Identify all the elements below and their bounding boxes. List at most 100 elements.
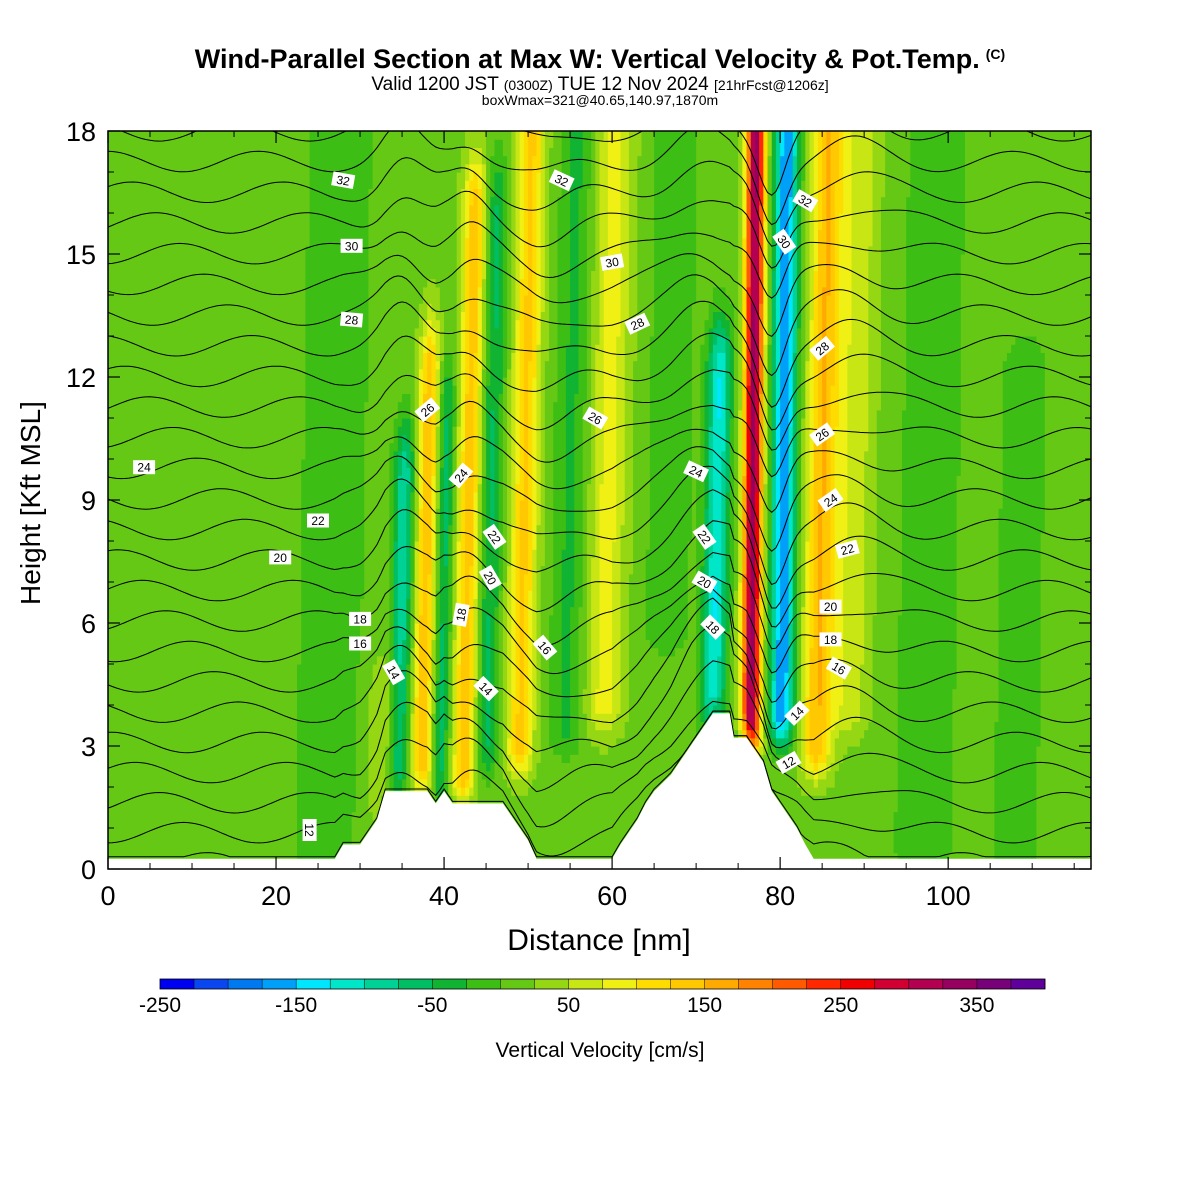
w-cell [112, 557, 117, 566]
w-cell [150, 361, 155, 370]
w-cell [137, 262, 142, 271]
w-cell [133, 607, 138, 616]
w-cell [150, 180, 155, 189]
w-cell [154, 771, 159, 780]
w-cell [133, 238, 138, 247]
w-cell [175, 779, 180, 788]
w-cell [167, 270, 172, 279]
w-cell [112, 303, 117, 312]
w-cell [167, 623, 172, 632]
w-cell [163, 410, 168, 419]
w-cell [137, 410, 142, 419]
w-cell [146, 279, 151, 288]
w-cell [175, 664, 180, 673]
w-cell [175, 598, 180, 607]
w-cell [142, 434, 147, 443]
w-cell [163, 492, 168, 501]
w-cell [158, 131, 163, 140]
w-cell [150, 492, 155, 501]
w-cell [167, 221, 172, 230]
w-cell [121, 484, 126, 493]
w-cell [112, 656, 117, 665]
w-cell [158, 418, 163, 427]
w-cell [154, 295, 159, 304]
w-cell [150, 131, 155, 140]
w-cell [158, 713, 163, 722]
w-cell [125, 254, 130, 263]
w-cell [146, 566, 151, 575]
w-cell [167, 656, 172, 665]
w-cell [129, 262, 134, 271]
w-cell [137, 680, 142, 689]
w-cell [129, 311, 134, 320]
w-cell [133, 705, 138, 714]
w-cell [146, 451, 151, 460]
w-cell [137, 582, 142, 591]
w-cell [163, 205, 168, 214]
w-cell [129, 721, 134, 730]
w-cell [116, 787, 121, 796]
w-cell [163, 131, 168, 140]
w-cell [116, 246, 121, 255]
w-cell [133, 598, 138, 607]
w-cell [150, 516, 155, 525]
w-cell [112, 705, 117, 714]
w-cell [146, 303, 151, 312]
w-cell [125, 402, 130, 411]
w-cell [171, 229, 176, 238]
w-cell [129, 557, 134, 566]
w-cell [125, 844, 130, 853]
w-cell [112, 508, 117, 517]
w-cell [175, 516, 180, 525]
w-cell [129, 697, 134, 706]
w-cell [121, 754, 126, 763]
w-cell [146, 730, 151, 739]
w-cell [150, 820, 155, 829]
w-cell [163, 713, 168, 722]
w-cell [125, 352, 130, 361]
w-cell [129, 402, 134, 411]
w-cell [146, 410, 151, 419]
w-cell [158, 328, 163, 337]
w-cell [125, 533, 130, 542]
w-cell [167, 484, 172, 493]
w-cell [146, 197, 151, 206]
w-cell [125, 721, 130, 730]
w-cell [116, 836, 121, 845]
w-cell [158, 779, 163, 788]
w-cell [129, 508, 134, 517]
w-cell [163, 844, 168, 853]
w-cell [146, 188, 151, 197]
w-cell [163, 533, 168, 542]
w-cell [112, 746, 117, 755]
w-cell [116, 434, 121, 443]
w-cell [163, 180, 168, 189]
w-cell [116, 779, 121, 788]
w-cell [137, 721, 142, 730]
w-cell [158, 566, 163, 575]
w-cell [125, 590, 130, 599]
w-cell [112, 607, 117, 616]
w-cell [129, 451, 134, 460]
w-cell [125, 820, 130, 829]
w-cell [175, 672, 180, 681]
w-cell [121, 443, 126, 452]
w-cell [154, 754, 159, 763]
w-cell [121, 156, 126, 165]
w-cell [133, 771, 138, 780]
w-cell [116, 369, 121, 378]
w-cell [129, 426, 134, 435]
w-cell [121, 607, 126, 616]
w-cell [142, 164, 147, 173]
w-cell [167, 287, 172, 296]
w-cell [154, 803, 159, 812]
w-cell [142, 303, 147, 312]
w-cell [125, 762, 130, 771]
w-cell [154, 344, 159, 353]
w-cell [175, 656, 180, 665]
w-cell [150, 270, 155, 279]
w-cell [171, 672, 176, 681]
w-cell [146, 385, 151, 394]
w-cell [133, 221, 138, 230]
w-cell [146, 721, 151, 730]
